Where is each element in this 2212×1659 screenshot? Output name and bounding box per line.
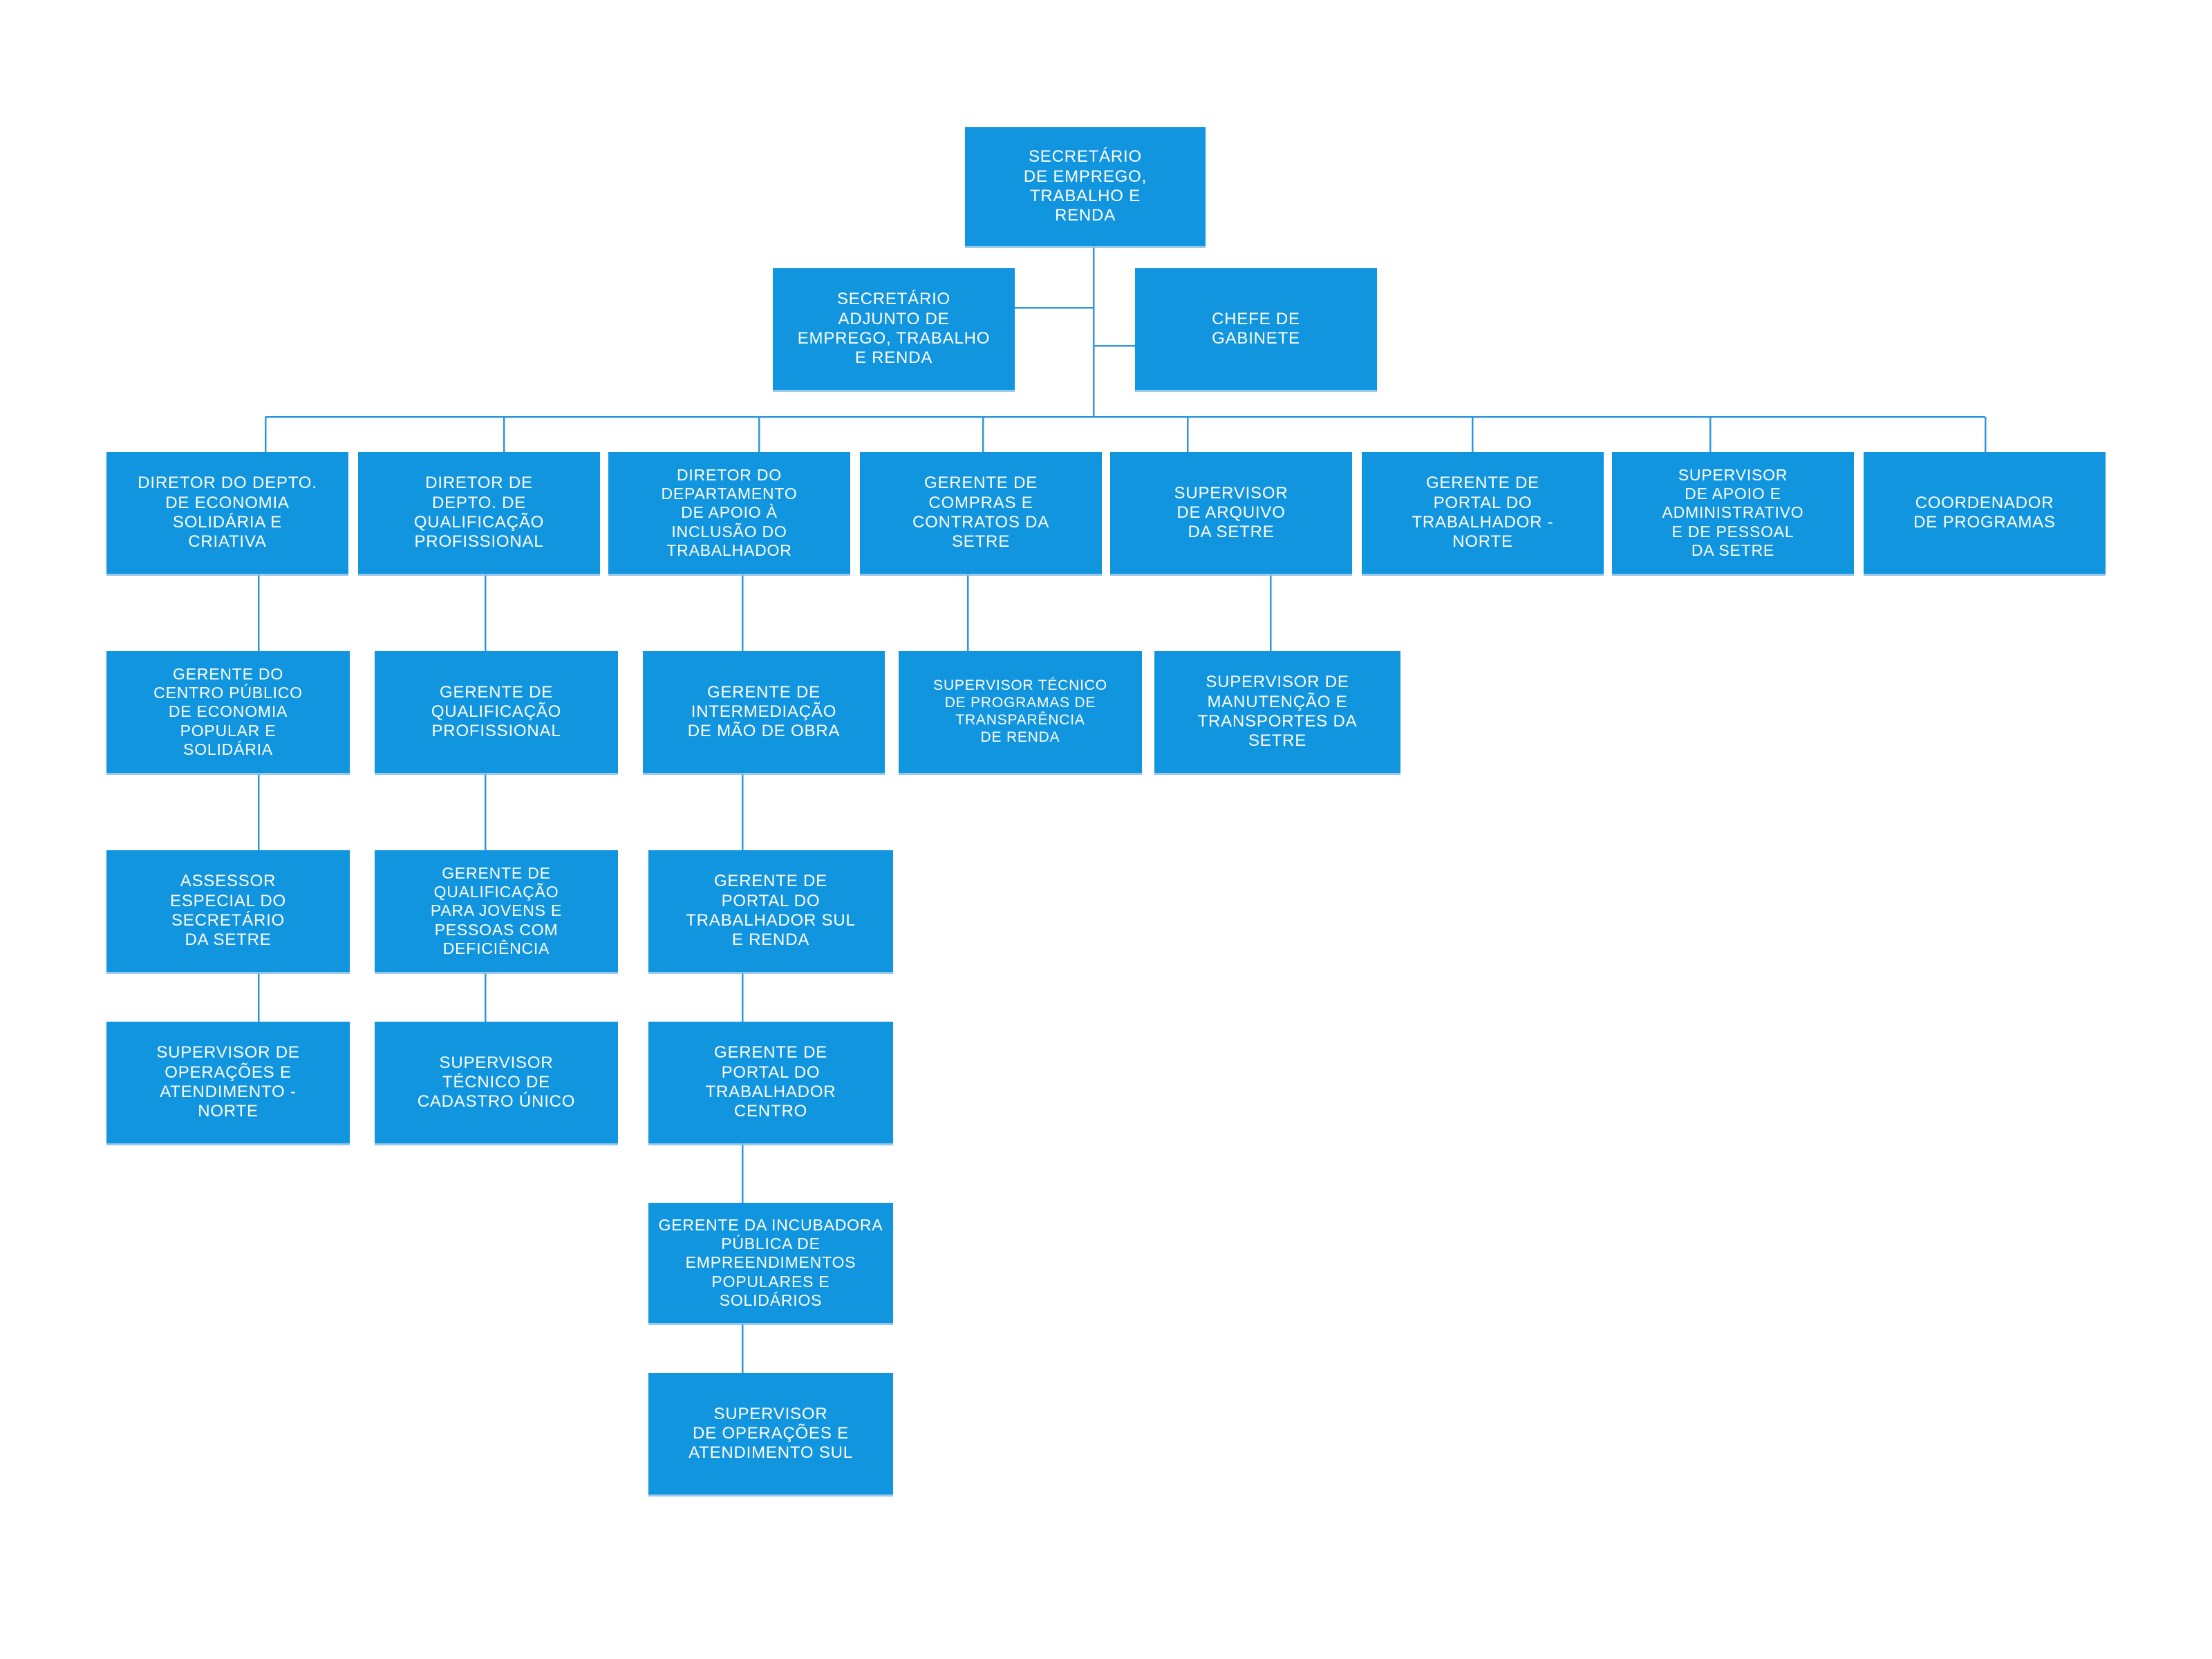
org-node-gerente-compras-contratos[interactable]: GERENTE DE COMPRAS E CONTRATOS DA SETRE [860,452,1102,574]
org-node-coordenador-programas[interactable]: COORDENADOR DE PROGRAMAS [1864,452,2106,574]
org-node-chefe-de-gabinete[interactable]: CHEFE DE GABINETE [1135,268,1377,390]
connector-bus-drops [264,417,1987,452]
org-node-supervisor-tecnico-transparencia-renda[interactable]: SUPERVISOR TÉCNICO DE PROGRAMAS DE TRANS… [899,651,1142,773]
org-node-supervisor-tecnico-cadastro-unico[interactable]: SUPERVISOR TÉCNICO DE CADASTRO ÚNICO [375,1022,618,1143]
org-node-supervisor-manutencao-transportes[interactable]: SUPERVISOR DE MANUTENÇÃO E TRANSPORTES D… [1154,651,1400,773]
org-node-diretor-depto-qualificacao[interactable]: DIRETOR DE DEPTO. DE QUALIFICAÇÃO PROFIS… [358,452,600,574]
org-node-diretor-depto-apoio-inclusao[interactable]: DIRETOR DO DEPARTAMENTO DE APOIO À INCLU… [608,452,850,574]
org-node-gerente-incubadora-publica[interactable]: GERENTE DA INCUBADORA PÚBLICA DE EMPREEN… [648,1203,893,1323]
org-node-assessor-especial-secretario[interactable]: ASSESSOR ESPECIAL DO SECRETÁRIO DA SETRE [106,850,350,972]
org-node-gerente-qualificacao-jovens-deficiencia[interactable]: GERENTE DE QUALIFICAÇÃO PARA JOVENS E PE… [375,850,618,972]
org-node-gerente-centro-publico-economia[interactable]: GERENTE DO CENTRO PÚBLICO DE ECONOMIA PO… [106,651,350,773]
org-node-gerente-qualificacao-profissional[interactable]: GERENTE DE QUALIFICAÇÃO PROFISSIONAL [375,651,618,773]
org-node-secretario-adjunto[interactable]: SECRETÁRIO ADJUNTO DE EMPREGO, TRABALHO … [773,268,1015,390]
org-node-supervisor-apoio-administrativo-pessoal[interactable]: SUPERVISOR DE APOIO E ADMINISTRATIVO E D… [1612,452,1854,574]
org-node-supervisor-arquivo[interactable]: SUPERVISOR DE ARQUIVO DA SETRE [1110,452,1352,574]
org-node-supervisor-operacoes-atendimento-norte[interactable]: SUPERVISOR DE OPERAÇÕES E ATENDIMENTO - … [106,1022,350,1143]
org-node-gerente-portal-trabalhador-centro[interactable]: GERENTE DE PORTAL DO TRABALHADOR CENTRO [648,1022,893,1143]
org-node-gerente-portal-trabalhador-norte[interactable]: GERENTE DE PORTAL DO TRABALHADOR - NORTE [1362,452,1604,574]
org-node-gerente-intermediacao-mao-de-obra[interactable]: GERENTE DE INTERMEDIAÇÃO DE MÃO DE OBRA [643,651,885,773]
org-node-secretario-emprego-trabalho-renda[interactable]: SECRETÁRIO DE EMPREGO, TRABALHO E RENDA [965,127,1206,246]
org-node-diretor-depto-economia-solidaria[interactable]: DIRETOR DO DEPTO. DE ECONOMIA SOLIDÁRIA … [106,452,348,574]
org-node-gerente-portal-trabalhador-sul-renda[interactable]: GERENTE DE PORTAL DO TRABALHADOR SUL E R… [648,850,893,972]
org-node-supervisor-operacoes-atendimento-sul[interactable]: SUPERVISOR DE OPERAÇÕES E ATENDIMENTO SU… [648,1373,893,1494]
